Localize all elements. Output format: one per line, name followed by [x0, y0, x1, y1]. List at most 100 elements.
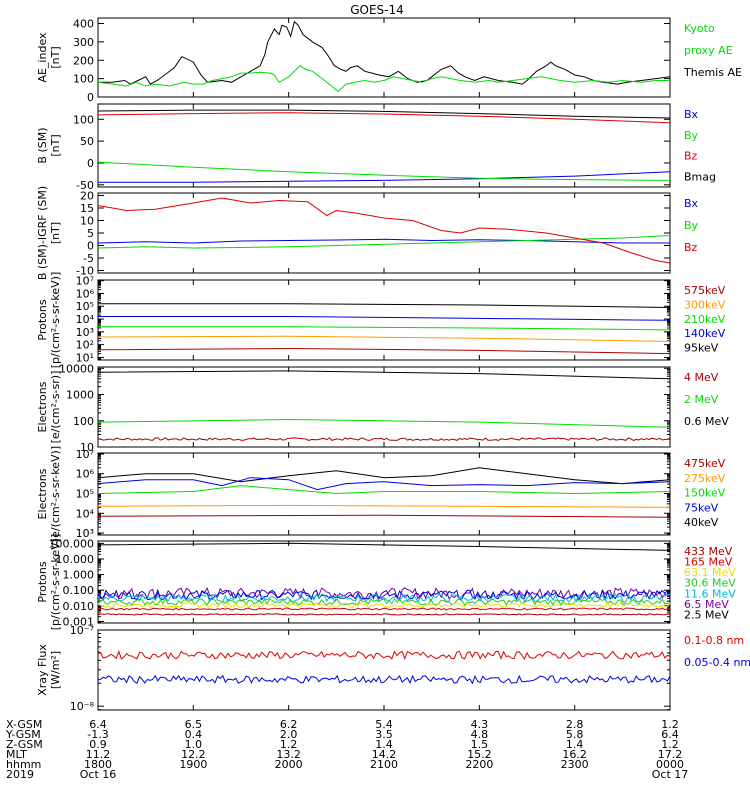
y-tick-label: 10⁷: [76, 275, 94, 288]
series-line: [98, 20, 671, 85]
series-line: [97, 235, 671, 249]
legend-label: 140keV: [684, 327, 726, 340]
legend-label: 2.5 MeV: [684, 608, 729, 621]
panel-frame: [97, 279, 671, 361]
series-line: [97, 587, 671, 601]
x-row-value: 6.4: [661, 728, 679, 741]
series-line: [97, 109, 671, 119]
series-line: [97, 593, 671, 604]
legend-label: 210keV: [684, 313, 726, 326]
panel-ae: 0 100 200 300 400 AE_index [nT] Kyoto proxy AE Th…: [36, 17, 742, 104]
y-tick-label: 10⁵: [76, 300, 94, 313]
series-line: [98, 326, 671, 331]
series-line: [97, 437, 671, 441]
y-tick-label: -5: [83, 252, 94, 265]
panel-frame: [97, 629, 671, 711]
x-row-value: 2100: [370, 758, 398, 771]
legend-label: 75keV: [684, 501, 719, 514]
x-row-value: 0.9: [89, 738, 107, 751]
legend-label: 275keV: [684, 472, 726, 485]
legend-label: proxy AE: [684, 44, 733, 57]
series-line: [97, 514, 671, 518]
y-tick-label: 100: [73, 113, 94, 126]
legend-label: 63.1 MeV: [684, 566, 736, 579]
x-row-label: hhmm: [6, 758, 41, 771]
x-row-value: 2300: [561, 758, 589, 771]
x-row-value: 16.2: [562, 748, 587, 761]
series-line: [97, 649, 671, 661]
x-row-value: 2000: [275, 758, 303, 771]
y-tick-label: 10³: [76, 326, 94, 339]
legend-label: 0.6 MeV: [684, 415, 729, 428]
series-line: [97, 347, 671, 355]
x-row-value: 14.2: [372, 748, 397, 761]
series-line: [97, 588, 671, 601]
legend-label: Bz: [684, 150, 698, 163]
series-line: [97, 674, 671, 685]
y-axis-label: [e/(cm²-s-sr-keV)]: [49, 446, 62, 542]
y-tick-label: 15: [80, 202, 94, 215]
x-row-value: 4.8: [471, 728, 489, 741]
series-line: [97, 504, 671, 508]
x-row-value: 15.2: [467, 748, 492, 761]
panel-frame: [97, 366, 671, 448]
y-axis-label: Electrons: [36, 381, 49, 432]
legend-label: 6.5 MeV: [684, 598, 729, 611]
y-tick-label: -50: [76, 179, 94, 192]
y-tick-label: 10⁶: [76, 287, 95, 300]
y-axis-label: [e/(cm²-s-sr)]: [49, 371, 62, 444]
y-tick-label: 10⁴: [76, 313, 95, 326]
legend-label: Kyoto: [684, 22, 715, 35]
x-row-value: 2200: [465, 758, 493, 771]
y-tick-label: 0.100: [63, 584, 95, 597]
x-row-value: 13.2: [276, 748, 301, 761]
y-tick-label: 0: [87, 157, 94, 170]
y-tick-label: 10⁶: [76, 468, 95, 481]
figure-title: GOES-14: [350, 3, 404, 17]
series-line: [98, 316, 671, 321]
x-row-value: 12.2: [181, 748, 206, 761]
x-row-value: 1900: [179, 758, 207, 771]
y-axis-label: Xray Flux: [36, 644, 49, 696]
legend-label: 4 MeV: [684, 371, 719, 384]
series-line: [97, 485, 671, 495]
x-row-value: 1.2: [661, 738, 679, 751]
legend-label: 575keV: [684, 284, 726, 297]
y-tick-label: 50: [80, 135, 94, 148]
x-row-value: 0000: [656, 758, 684, 771]
y-axis-label: B (SM): [36, 127, 49, 163]
x-row-value: 17.2: [658, 748, 683, 761]
legend-label: By: [684, 129, 699, 142]
x-row-label: Y-GSM: [5, 728, 41, 741]
series-line: [97, 335, 671, 342]
x-row-value: 5.8: [566, 728, 584, 741]
series-line: [97, 601, 671, 609]
y-axis-label: Protons: [36, 561, 49, 602]
series-line: [97, 197, 671, 264]
legend-label: 433 MeV: [684, 545, 733, 558]
panel-xray: 10⁻⁸ 10⁻⁷ Xray Flux [W/m²] 0.1-0.8 nm 0.05-0.…: [36, 624, 750, 713]
y-tick-label: 10⁴: [76, 507, 95, 520]
y-tick-label: 1000: [66, 389, 94, 402]
panel-protons_mev: 0.001 0.010 0.100 1.000 10.000 100.000Protons…: [36, 534, 736, 631]
y-tick-label: 10⁻⁸: [70, 700, 95, 713]
x-row-value: 1.0: [185, 738, 203, 751]
y-axis-label: [nT]: [49, 46, 62, 68]
legend-label: 0.1-0.8 nm: [684, 634, 744, 647]
y-axis-label: AE_index: [36, 32, 49, 83]
series-line: [98, 303, 671, 308]
series-line: [97, 65, 670, 93]
x-row-label: 2019: [6, 768, 34, 781]
legend-label: Bz: [684, 241, 698, 254]
legend-label: Bx: [684, 197, 699, 210]
series-line: [97, 607, 671, 611]
series-line: [97, 238, 670, 244]
series-line: [97, 613, 671, 616]
y-tick-label: 0.010: [63, 600, 95, 613]
x-row-value: 2.8: [566, 718, 584, 731]
x-row-value: 1.4: [375, 738, 393, 751]
y-tick-label: 20: [80, 190, 94, 203]
